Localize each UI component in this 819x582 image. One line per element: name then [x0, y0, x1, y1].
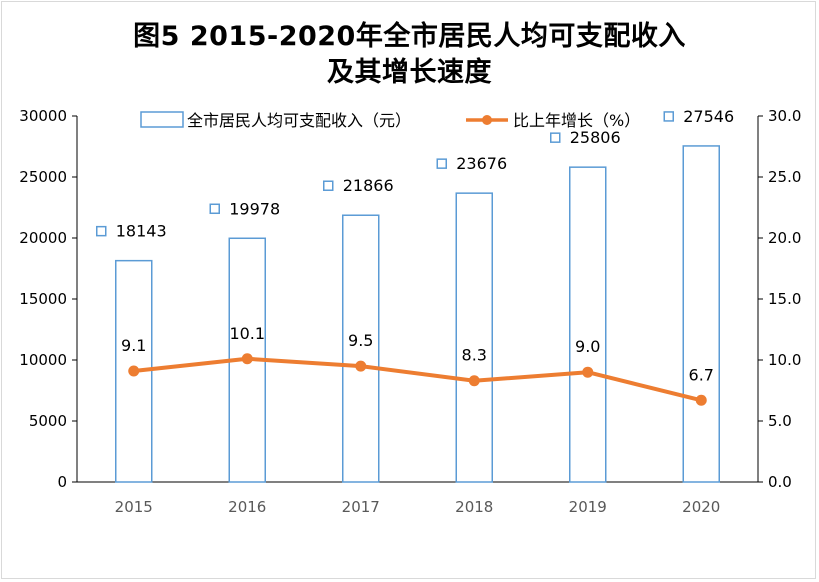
bar-label-marker [96, 225, 107, 237]
y-left-tick-label: 0 [57, 473, 67, 491]
y-right-tick-label: 10.0 [768, 351, 801, 369]
x-tick-label: 2020 [682, 498, 720, 516]
bar-label-marker [323, 180, 334, 191]
legend-bar-swatch [140, 111, 184, 128]
bar-value-label: 23676 [456, 154, 507, 173]
legend-bar-label: 全市居民人均可支配收入（元） [187, 111, 411, 130]
legend: 全市居民人均可支配收入（元） 比上年增长（%） [140, 111, 640, 130]
x-tick-label: 2017 [342, 498, 380, 516]
y-right-tick-label: 0.0 [768, 473, 792, 491]
bar-income [569, 166, 607, 483]
y-right-tick-label: 25.0 [768, 168, 801, 186]
y-right-tick-label: 15.0 [768, 290, 801, 308]
growth-value-label: 9.5 [348, 331, 373, 350]
labels-layer: 18143 19978 21866 23676 25806 27546 9.1 10.1 9.5… [96, 107, 734, 384]
bar-value-label: 25806 [570, 128, 621, 147]
y-left-tick-label: 5000 [29, 412, 67, 430]
bar-income [682, 145, 720, 483]
axes-layer: 0 5000 10000 15000 20000 25000 30000 0.0 5.0 10.0… [19, 107, 801, 516]
y-left-tick-label: 15000 [19, 290, 67, 308]
growth-value-label: 9.1 [121, 336, 146, 355]
y-left-tick-label: 25000 [19, 168, 67, 186]
y-left-tick-label: 20000 [19, 229, 67, 247]
growth-value-label: 9.0 [575, 337, 600, 356]
bar-value-label: 19978 [229, 199, 280, 218]
bar-value-label: 21866 [343, 176, 394, 195]
bar-value-label: 27546 [683, 107, 734, 126]
y-left-tick-label: 30000 [19, 107, 67, 125]
bar-label-marker [663, 111, 674, 122]
growth-value-label: 10.1 [229, 324, 265, 343]
chart-title-line2: 及其增长速度 [327, 57, 492, 88]
growth-series-line [133, 356, 702, 403]
x-tick-label: 2016 [228, 498, 266, 516]
bar-income [455, 192, 493, 483]
bar-label-marker [209, 203, 220, 215]
growth-point [695, 394, 707, 406]
line-layer [128, 353, 707, 406]
growth-point [128, 365, 140, 377]
bar-income [342, 214, 380, 483]
y-right-tick-label: 20.0 [768, 229, 801, 247]
y-right-tick-label: 5.0 [768, 412, 792, 430]
chart-title-line1: 图5 2015-2020年全市居民人均可支配收入 [133, 21, 686, 52]
x-tick-label: 2019 [569, 498, 607, 516]
legend-line-marker [482, 115, 492, 125]
growth-point [241, 353, 253, 365]
bar-value-label: 18143 [116, 222, 167, 241]
bars-layer [115, 145, 720, 483]
growth-point [468, 375, 480, 387]
bar-label-marker [436, 158, 447, 169]
growth-value-label: 8.3 [462, 346, 487, 365]
x-tick-label: 2015 [115, 498, 153, 516]
x-tick-label: 2018 [455, 498, 493, 516]
y-left-tick-label: 10000 [19, 351, 67, 369]
bar-label-marker [550, 132, 561, 143]
growth-point [582, 366, 594, 378]
growth-point [355, 360, 367, 372]
y-right-tick-label: 30.0 [768, 107, 801, 125]
growth-value-label: 6.7 [689, 365, 714, 384]
legend-line-label: 比上年增长（%） [513, 111, 640, 130]
